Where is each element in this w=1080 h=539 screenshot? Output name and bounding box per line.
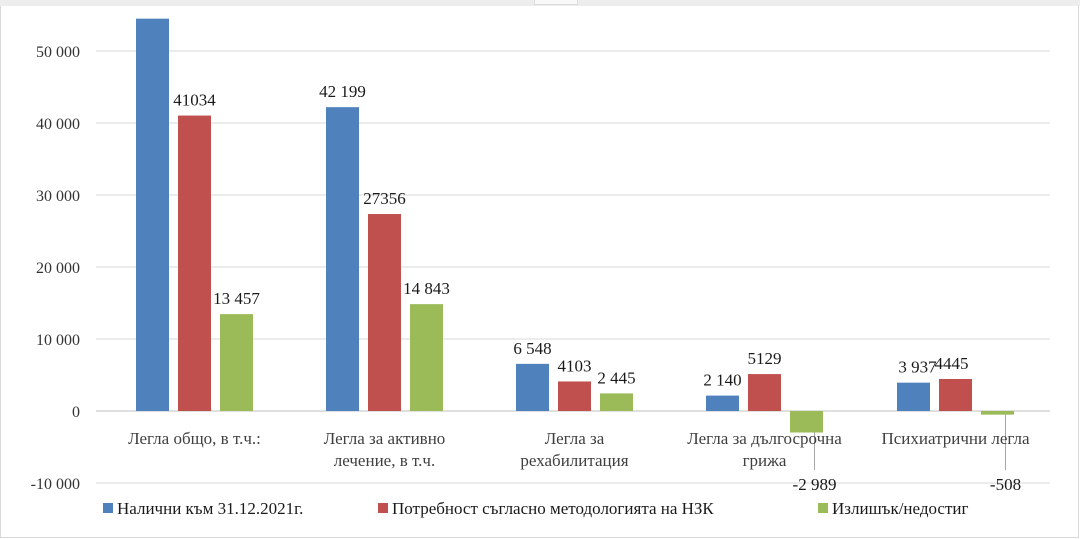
bar-series-2 [368,214,401,411]
y-axis-ticks: -10 000 0 10 000 20 000 30 000 40 000 50 000 [31,44,80,493]
bar-series-1 [706,395,739,411]
category-labels: Легла общо, в т.ч.: Легла за активно лечен… [128,429,1030,470]
data-label: -508 [990,475,1021,494]
category-label: лечение, в т.ч. [334,451,435,470]
category-label: Легла за дългосрочна [687,429,842,448]
legend-label: Излишък/недостиг [832,499,969,518]
data-label: 42 199 [319,82,366,101]
gridlines [96,50,1050,484]
data-label: 4445 [935,354,969,373]
legend-swatch-series-3 [818,503,828,513]
data-label: -2 989 [793,475,837,494]
bar-series-2 [558,381,591,411]
bar-series-2 [748,374,781,411]
bar-series-3 [790,411,823,433]
data-label: 41034 [173,91,216,110]
category-label: рехабилитация [520,451,628,470]
bar-series-1 [516,363,549,411]
legend: Налични към 31.12.2021г. Потребност съгла… [103,499,969,518]
y-tick-label: 40 000 [36,116,80,133]
category-label: Легла за [545,429,605,448]
legend-swatch-series-1 [103,503,113,513]
bars [136,18,1014,433]
legend-label: Потребност съгласно методологията на НЗК [392,499,714,518]
y-tick-label: 50 000 [36,44,80,61]
y-tick-label: -10 000 [31,476,80,493]
y-tick-label: 10 000 [36,332,80,349]
data-labels: 42 199 6 548 2 140 3 937 41034 27356 4103 5129 4… [173,82,1021,494]
data-label: 2 140 [703,371,741,390]
category-label: Легла общо, в т.ч.: [128,429,261,448]
bar-series-3 [600,393,633,411]
y-tick-label: 20 000 [36,260,80,277]
data-label: 4103 [558,356,592,375]
bar-series-1 [326,107,359,411]
bar-series-2 [939,378,972,411]
bar-series-3 [981,411,1014,415]
data-label: 13 457 [213,289,260,308]
data-label: 5129 [748,349,782,368]
bar-series-1 [136,18,169,412]
y-tick-label: 30 000 [36,188,80,205]
category-label: Легла за активно [324,429,446,448]
data-label: 3 937 [898,358,937,377]
legend-label: Налични към 31.12.2021г. [117,499,303,518]
category-label: Психиатрични легла [881,429,1029,448]
bar-series-2 [178,115,211,411]
y-tick-label: 0 [72,404,80,421]
bar-series-1 [897,382,930,411]
data-label: 6 548 [513,339,551,358]
bar-series-3 [410,304,443,411]
top-handle[interactable] [534,0,578,5]
data-label: 14 843 [403,279,450,298]
label-leader-lines [814,414,1006,470]
data-label: 27356 [363,189,406,208]
bar-series-3 [220,314,253,411]
data-label: 2 445 [597,368,635,387]
legend-swatch-series-2 [378,503,388,513]
category-label: грижа [743,451,787,470]
